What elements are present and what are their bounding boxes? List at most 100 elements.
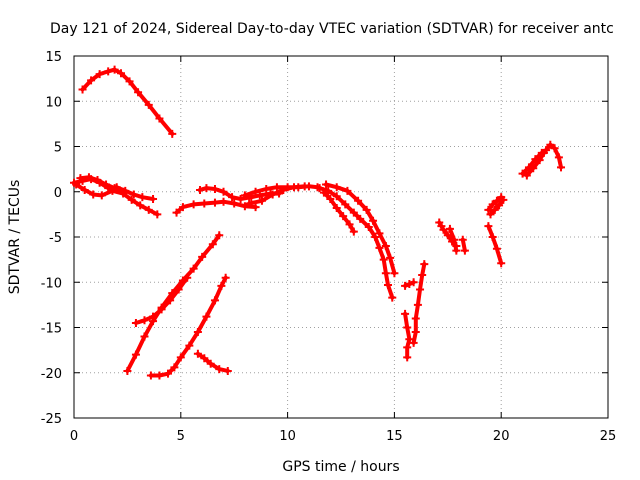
data-point (460, 246, 469, 255)
data-point (84, 173, 93, 182)
data-point (251, 187, 260, 196)
data-point (230, 199, 239, 208)
series-arc-21 (458, 235, 469, 255)
data-point (149, 312, 158, 321)
data-point (529, 164, 538, 173)
series-arc-15 (193, 349, 232, 375)
data-point (535, 156, 544, 165)
data-point (163, 369, 172, 378)
data-point (125, 77, 134, 86)
data-point (405, 280, 414, 289)
data-point (452, 246, 461, 255)
data-point (405, 335, 414, 344)
series-arc-24 (486, 195, 508, 219)
data-point (369, 216, 378, 225)
data-point (300, 182, 309, 191)
series-line (195, 351, 230, 373)
x-axis-label: GPS time / hours (282, 459, 399, 475)
data-point (166, 296, 175, 305)
data-point (550, 144, 559, 153)
data-point (221, 273, 230, 282)
data-point (381, 242, 390, 251)
data-point (223, 366, 232, 375)
data-point (401, 281, 410, 290)
data-point (268, 190, 277, 199)
data-point (522, 171, 531, 180)
data-point (349, 208, 358, 217)
data-point (104, 67, 113, 76)
y-tick-label: -5 (49, 231, 62, 246)
data-point (200, 354, 209, 363)
series-line (486, 195, 504, 212)
y-tick-label: -15 (41, 322, 62, 337)
data-point (375, 229, 384, 238)
data-point (383, 280, 392, 289)
data-point (418, 271, 427, 280)
data-point (356, 214, 365, 223)
data-point (403, 323, 412, 332)
series-line (324, 182, 397, 276)
data-point (486, 210, 495, 219)
data-point (488, 233, 497, 241)
data-point (445, 224, 454, 233)
data-point (189, 264, 198, 273)
data-point (390, 269, 399, 278)
data-point (557, 163, 566, 172)
data-point (371, 233, 380, 241)
series-line (198, 186, 282, 201)
data-point (319, 188, 328, 197)
data-point (196, 185, 205, 194)
data-point (144, 100, 153, 109)
data-point (183, 273, 192, 282)
data-point (206, 359, 215, 368)
series-line (317, 186, 395, 300)
data-point (411, 328, 420, 337)
series-line (148, 275, 228, 378)
data-point (172, 208, 181, 217)
data-point (484, 222, 493, 231)
series-arc-16 (401, 278, 418, 290)
data-point (153, 210, 162, 219)
series-line (125, 233, 222, 373)
data-point (450, 235, 459, 244)
x-tick-label: 20 (493, 429, 510, 444)
data-point (110, 184, 119, 193)
data-point (403, 353, 412, 362)
data-point (76, 174, 85, 183)
data-point (210, 198, 219, 207)
grid (74, 56, 608, 418)
data-point (409, 278, 418, 287)
data-point (554, 153, 563, 162)
data-point (134, 88, 143, 97)
data-point (401, 309, 410, 318)
data-point (178, 203, 187, 212)
data-point (198, 252, 207, 261)
data-point (217, 281, 226, 290)
x-tick-label: 15 (386, 429, 403, 444)
data-point (146, 371, 155, 380)
series-arc-8 (245, 182, 309, 208)
data-point (129, 190, 138, 199)
data-point (131, 318, 140, 327)
data-point (332, 183, 341, 192)
data-point (72, 180, 81, 189)
data-point (149, 194, 158, 203)
data-point (490, 205, 499, 214)
series-arc-26 (522, 140, 566, 180)
y-tick-label: 15 (45, 50, 62, 65)
data-point (138, 193, 147, 202)
data-point (219, 197, 228, 206)
series-arc-6 (196, 184, 284, 203)
data-point (322, 180, 331, 189)
y-axis-label: SDTVAR / TECUs (7, 180, 23, 295)
data-point (210, 296, 219, 305)
series-arc-1 (78, 65, 177, 138)
data-point (174, 285, 183, 294)
data-series (70, 65, 566, 380)
series-line (486, 224, 504, 266)
y-tick-label: 0 (54, 186, 62, 201)
series-arc-5 (172, 197, 260, 217)
series-line (74, 182, 160, 217)
data-point (539, 148, 548, 157)
